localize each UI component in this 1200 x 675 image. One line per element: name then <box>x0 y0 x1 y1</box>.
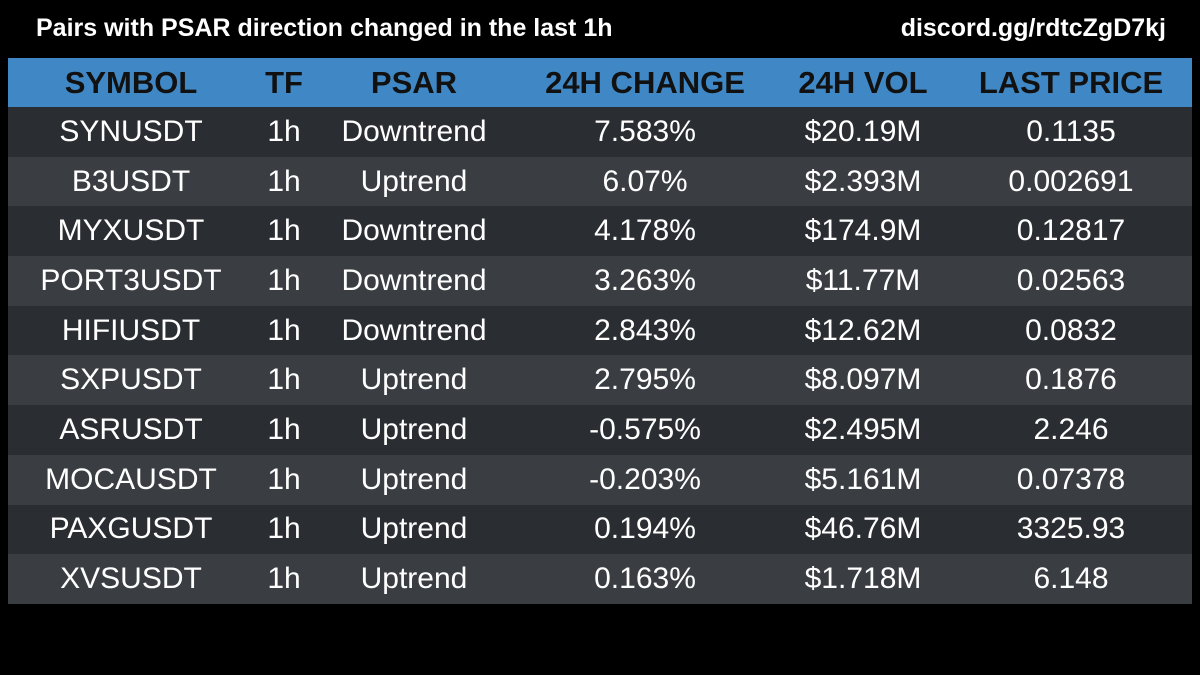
cell-24h-change: -0.203% <box>589 462 701 496</box>
cell-psar: Downtrend <box>341 313 487 347</box>
cell-24h-change: 6.07% <box>602 164 688 198</box>
cell-psar: Uptrend <box>360 562 468 596</box>
top-bar: Pairs with PSAR direction changed in the… <box>0 0 1200 58</box>
column-header-tf: TF <box>265 64 303 100</box>
cell-24h-change: 7.583% <box>594 114 696 148</box>
cell-last-price: 2.246 <box>1033 412 1109 446</box>
cell-last-price: 0.12817 <box>1016 214 1126 248</box>
cell-symbol: SYNUSDT <box>59 114 203 148</box>
cell-last-price: 0.02563 <box>1016 263 1126 297</box>
cell-24h-change: 0.194% <box>594 512 696 546</box>
cell-symbol: HIFIUSDT <box>61 313 201 347</box>
cell-24h-change: -0.575% <box>589 412 701 446</box>
table-row: MYXUSDT 1h Downtrend 4.178% $174.9M 0.12… <box>8 206 1192 257</box>
column-header-24h-change: 24H CHANGE <box>545 64 745 100</box>
table-row: PAXGUSDT 1h Uptrend 0.194% $46.76M 3325.… <box>8 504 1192 555</box>
table-row: ASRUSDT 1h Uptrend -0.575% $2.495M 2.246 <box>8 405 1192 455</box>
cell-24h-vol: $2.393M <box>804 164 922 198</box>
cell-24h-vol: $1.718M <box>804 562 922 596</box>
cell-24h-change: 4.178% <box>594 214 696 248</box>
cell-24h-vol: $174.9M <box>804 214 922 248</box>
cell-24h-vol: $46.76M <box>804 512 922 546</box>
cell-last-price: 0.1135 <box>1026 114 1116 148</box>
cell-psar: Uptrend <box>360 512 468 546</box>
cell-24h-vol: $8.097M <box>804 363 922 397</box>
cell-tf: 1h <box>267 462 301 496</box>
table-row: MOCAUSDT 1h Uptrend -0.203% $5.161M 0.07… <box>8 454 1192 505</box>
cell-symbol: B3USDT <box>71 164 191 198</box>
cell-24h-change: 2.795% <box>594 363 696 397</box>
cell-24h-vol: $2.495M <box>804 412 922 446</box>
cell-last-price: 0.07378 <box>1016 462 1126 496</box>
cell-24h-change: 3.263% <box>594 263 696 297</box>
column-header-symbol: SYMBOL <box>64 64 198 100</box>
table-row: SXPUSDT 1h Uptrend 2.795% $8.097M 0.1876 <box>8 355 1192 406</box>
cell-tf: 1h <box>267 164 301 198</box>
table-row: B3USDT 1h Uptrend 6.07% $2.393M 0.002691 <box>8 156 1192 207</box>
cell-psar: Downtrend <box>341 214 487 248</box>
table-row: SYNUSDT 1h Downtrend 7.583% $20.19M 0.11… <box>8 107 1192 157</box>
cell-symbol: ASRUSDT <box>59 412 203 446</box>
cell-symbol: PAXGUSDT <box>49 512 213 546</box>
cell-tf: 1h <box>267 412 301 446</box>
table-row: XVSUSDT 1h Uptrend 0.163% $1.718M 6.148 <box>8 554 1192 604</box>
cell-last-price: 3325.93 <box>1016 512 1126 546</box>
cell-24h-vol: $12.62M <box>804 313 922 347</box>
cell-last-price: 0.0832 <box>1025 313 1117 347</box>
cell-tf: 1h <box>267 512 301 546</box>
cell-24h-vol: $11.77M <box>805 263 921 297</box>
cell-last-price: 0.002691 <box>1008 164 1134 198</box>
cell-psar: Downtrend <box>341 114 487 148</box>
cell-psar: Uptrend <box>360 462 468 496</box>
cell-psar: Uptrend <box>360 363 468 397</box>
cell-psar: Uptrend <box>360 164 468 198</box>
cell-symbol: MYXUSDT <box>57 214 205 248</box>
cell-24h-change: 0.163% <box>594 562 696 596</box>
cell-symbol: MOCAUSDT <box>45 462 217 496</box>
cell-24h-change: 2.843% <box>594 313 696 347</box>
cell-tf: 1h <box>267 214 301 248</box>
cell-last-price: 6.148 <box>1033 562 1109 596</box>
cell-24h-vol: $5.161M <box>804 462 922 496</box>
table-row: PORT3USDT 1h Downtrend 3.263% $11.77M 0.… <box>8 256 1192 306</box>
cell-last-price: 0.1876 <box>1025 363 1117 397</box>
cell-tf: 1h <box>267 562 301 596</box>
cell-24h-vol: $20.19M <box>804 114 922 148</box>
cell-tf: 1h <box>267 313 301 347</box>
cell-symbol: SXPUSDT <box>60 363 202 397</box>
table-row: HIFIUSDT 1h Downtrend 2.843% $12.62M 0.0… <box>8 305 1192 356</box>
cell-symbol: PORT3USDT <box>40 263 222 297</box>
cell-symbol: XVSUSDT <box>60 562 202 596</box>
psar-table: SYMBOL TF PSAR 24H CHANGE 24H VOL LAST P… <box>8 58 1192 604</box>
column-header-last-price: LAST PRICE <box>978 64 1164 100</box>
discord-link[interactable]: discord.gg/rdtcZgD7kj <box>900 14 1166 42</box>
table-header-row: SYMBOL TF PSAR 24H CHANGE 24H VOL LAST P… <box>8 58 1192 107</box>
cell-psar: Uptrend <box>360 412 468 446</box>
cell-tf: 1h <box>267 363 301 397</box>
cell-tf: 1h <box>267 114 301 148</box>
page-title: Pairs with PSAR direction changed in the… <box>36 14 613 42</box>
column-header-24h-vol: 24H VOL <box>798 64 928 100</box>
cell-tf: 1h <box>267 263 301 297</box>
cell-psar: Downtrend <box>341 263 487 297</box>
column-header-psar: PSAR <box>370 64 458 100</box>
